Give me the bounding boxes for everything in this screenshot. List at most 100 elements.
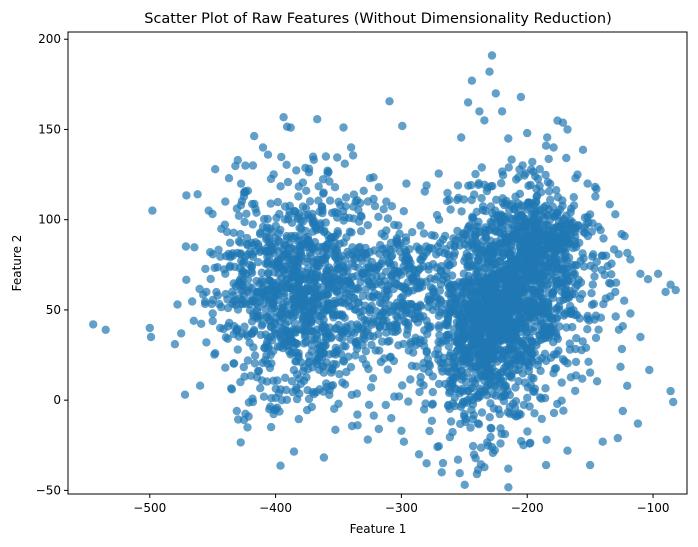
scatter-point	[512, 175, 521, 184]
scatter-point	[362, 268, 371, 278]
scatter-point	[452, 318, 461, 327]
scatter-point	[263, 214, 272, 224]
scatter-point	[101, 325, 110, 334]
x-axis-ticks: −500 −400 −300 −200 −100	[133, 494, 670, 515]
scatter-point	[519, 400, 529, 410]
scatter-point	[404, 299, 413, 309]
scatter-point	[339, 123, 348, 132]
scatter-point	[250, 351, 260, 360]
scatter-point	[479, 338, 489, 347]
scatter-point	[468, 400, 478, 409]
scatter-point	[325, 177, 334, 186]
scatter-point	[234, 332, 244, 341]
scatter-point	[370, 201, 380, 211]
scatter-point	[180, 390, 190, 399]
scatter-point	[282, 395, 292, 404]
scatter-point	[376, 240, 385, 250]
scatter-point	[206, 274, 215, 284]
scatter-point	[468, 239, 478, 249]
scatter-point	[472, 247, 481, 257]
scatter-point	[572, 334, 581, 343]
scatter-point	[442, 196, 452, 206]
scatter-point	[571, 283, 580, 292]
scatter-point	[550, 259, 560, 268]
scatter-point	[146, 332, 156, 342]
scatter-point	[398, 292, 408, 301]
plot-frame	[67, 31, 688, 495]
scatter-point	[477, 163, 486, 172]
scatter-point	[252, 208, 261, 217]
scatter-point	[422, 277, 431, 286]
scatter-point	[252, 299, 261, 308]
scatter-point	[485, 413, 494, 422]
scatter-point	[361, 347, 371, 356]
scatter-point	[460, 480, 469, 489]
scatter-point	[381, 400, 390, 410]
scatter-point	[271, 288, 281, 297]
scatter-point	[314, 242, 323, 252]
scatter-point	[536, 234, 545, 244]
scatter-point	[414, 450, 424, 459]
scatter-point	[503, 267, 513, 277]
scatter-point	[567, 260, 577, 269]
scatter-point	[199, 290, 208, 299]
scatter-point	[389, 356, 399, 366]
scatter-point	[308, 152, 318, 161]
scatter-point	[521, 169, 530, 178]
scatter-point	[511, 262, 521, 271]
scatter-point	[600, 270, 609, 280]
scatter-point	[580, 228, 590, 238]
scatter-point	[471, 352, 481, 362]
scatter-point	[363, 221, 372, 230]
scatter-point	[302, 186, 311, 195]
scatter-point	[515, 224, 524, 233]
scatter-point	[336, 349, 346, 359]
scatter-point	[508, 305, 517, 314]
scatter-point	[666, 386, 675, 396]
scatter-point	[491, 226, 500, 235]
scatter-point	[529, 326, 538, 336]
scatter-point	[574, 275, 583, 284]
scatter-point	[566, 373, 576, 382]
scatter-point	[380, 354, 389, 363]
scatter-point	[496, 268, 506, 278]
scatter-point	[447, 285, 457, 295]
scatter-point	[208, 309, 217, 318]
scatter-point	[289, 338, 298, 347]
scatter-point	[273, 376, 282, 385]
scatter-point	[383, 285, 392, 294]
scatter-point	[354, 298, 363, 307]
scatter-point	[507, 155, 516, 164]
scatter-point	[581, 343, 591, 352]
scatter-point	[341, 342, 350, 351]
scatter-point	[592, 257, 601, 266]
scatter-point	[474, 268, 483, 277]
scatter-point	[553, 116, 562, 125]
scatter-point	[233, 248, 242, 258]
scatter-point	[530, 288, 540, 298]
scatter-point	[569, 193, 578, 202]
scatter-point	[440, 231, 450, 241]
scatter-point	[590, 182, 600, 192]
scatter-point	[451, 309, 461, 319]
scatter-point	[416, 221, 425, 230]
scatter-point	[383, 214, 393, 223]
scatter-point	[434, 355, 443, 364]
scatter-point	[542, 322, 552, 331]
scatter-point	[276, 461, 285, 470]
scatter-point	[282, 332, 291, 341]
scatter-point	[661, 287, 670, 297]
scatter-point	[504, 464, 513, 473]
scatter-point	[563, 359, 572, 368]
scatter-point	[521, 235, 531, 244]
scatter-point	[585, 460, 595, 470]
scatter-point	[394, 341, 403, 350]
scatter-point	[401, 247, 411, 257]
scatter-point	[549, 408, 559, 418]
scatter-point	[261, 305, 270, 314]
scatter-point	[516, 436, 526, 446]
scatter-point	[460, 397, 469, 406]
scatter-point	[322, 240, 332, 249]
scatter-point	[497, 322, 507, 331]
scatter-point	[438, 458, 448, 468]
